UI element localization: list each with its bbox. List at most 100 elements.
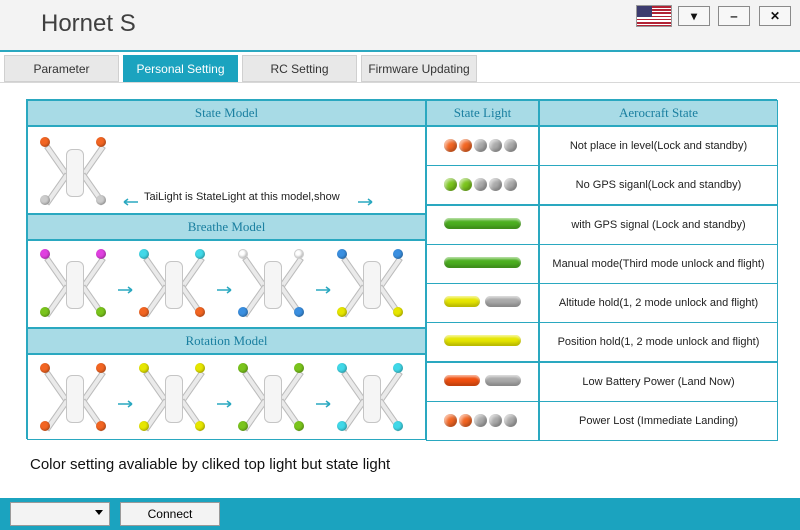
drone-image[interactable] (238, 249, 308, 321)
drone-led[interactable] (337, 307, 347, 317)
drone-led[interactable] (40, 307, 50, 317)
drone-led[interactable] (195, 307, 205, 317)
drone-led[interactable] (40, 195, 50, 205)
state-light[interactable] (444, 374, 521, 386)
arrow-right-icon (316, 281, 332, 294)
arrow-right-icon (217, 281, 233, 294)
minimize-button[interactable]: ‒ (718, 6, 750, 26)
drone-led[interactable] (294, 307, 304, 317)
tab-parameter[interactable]: Parameter (4, 55, 119, 82)
aerocraft-state-cell: with GPS signal (Lock and standby) (539, 204, 778, 245)
arrow-right-icon (316, 395, 332, 408)
state-light[interactable] (444, 256, 521, 268)
light-bar (485, 374, 521, 386)
state-light-cell (426, 243, 539, 284)
close-button[interactable]: ✕ (759, 6, 791, 26)
connect-button[interactable]: Connect (120, 502, 220, 526)
drone-led[interactable] (40, 249, 50, 259)
drone-led[interactable] (96, 363, 106, 373)
drone-led[interactable] (393, 249, 403, 259)
drone-led[interactable] (238, 421, 248, 431)
port-select[interactable] (10, 502, 110, 526)
drone-led[interactable] (294, 249, 304, 259)
drone-image[interactable] (337, 249, 407, 321)
us-flag-icon[interactable] (636, 5, 672, 27)
aerocraft-state-cell: Power Lost (Immediate Landing) (539, 400, 778, 441)
drone-image[interactable] (40, 249, 110, 321)
tab-rc-setting[interactable]: RC Setting (242, 55, 357, 82)
state-light[interactable] (444, 217, 521, 229)
drone-led[interactable] (238, 363, 248, 373)
state-light-cell (426, 126, 539, 166)
drone-led[interactable] (337, 249, 347, 259)
drone-led[interactable] (96, 137, 106, 147)
light-dot (474, 413, 487, 427)
drone-led[interactable] (40, 137, 50, 147)
aerocraft-state-text: Not place in level(Lock and standby) (569, 140, 748, 152)
drone-led[interactable] (337, 363, 347, 373)
drone-image[interactable] (139, 249, 209, 321)
aerocraft-state-text: Altitude hold(1, 2 mode unlock and fligh… (558, 297, 759, 309)
light-bar (444, 374, 480, 386)
drone-image[interactable] (238, 363, 308, 435)
drone-led[interactable] (393, 363, 403, 373)
drone-led[interactable] (393, 307, 403, 317)
aerocraft-state-cell: Manual mode(Third mode unlock and flight… (539, 243, 778, 284)
light-bar (485, 296, 521, 307)
drone-state-image[interactable] (40, 137, 110, 209)
drone-body (66, 375, 84, 423)
state-light-cell (426, 283, 539, 323)
drone-led[interactable] (238, 307, 248, 317)
tab-firmware-updating[interactable]: Firmware Updating (361, 55, 477, 82)
header-state-light: State Light (426, 100, 539, 126)
state-light-cell (426, 361, 539, 402)
drone-led[interactable] (40, 421, 50, 431)
light-bar (444, 296, 480, 307)
color-setting-note: Color setting avaliable by cliked top li… (30, 456, 391, 473)
drone-led[interactable] (96, 421, 106, 431)
drone-led[interactable] (139, 307, 149, 317)
drone-led[interactable] (238, 249, 248, 259)
drone-led[interactable] (40, 363, 50, 373)
drone-led[interactable] (139, 249, 149, 259)
aerocraft-state-cell: Altitude hold(1, 2 mode unlock and fligh… (539, 283, 778, 323)
light-dot (504, 139, 517, 152)
state-light[interactable] (444, 296, 521, 307)
drone-led[interactable] (294, 363, 304, 373)
drone-led[interactable] (337, 421, 347, 431)
aerocraft-state-text: Power Lost (Immediate Landing) (579, 414, 738, 427)
rotation-model-header: Rotation Model (27, 328, 426, 354)
drone-led[interactable] (195, 421, 205, 431)
bottom-bar: Connect (0, 498, 800, 530)
drone-body (66, 149, 84, 197)
drone-led[interactable] (139, 421, 149, 431)
state-light[interactable] (444, 178, 519, 192)
tab-personal-setting[interactable]: Personal Setting (123, 55, 238, 82)
drone-led[interactable] (96, 249, 106, 259)
arrow-right-icon (118, 395, 134, 408)
chevron-down-icon (95, 510, 103, 515)
drone-led[interactable] (96, 195, 106, 205)
light-bar (444, 335, 521, 347)
drone-body (264, 261, 282, 309)
drone-led[interactable] (195, 363, 205, 373)
light-bar (444, 256, 521, 268)
light-dot (459, 139, 472, 152)
state-light[interactable] (444, 413, 519, 427)
aerocraft-state-cell: Not place in level(Lock and standby) (539, 126, 778, 166)
drone-image[interactable] (337, 363, 407, 435)
state-light[interactable] (444, 335, 521, 347)
drone-image[interactable] (139, 363, 209, 435)
aerocraft-state-text: with GPS signal (Lock and standby) (571, 218, 746, 231)
drone-led[interactable] (195, 249, 205, 259)
light-state-table: State Model State Light Aerocraft State … (26, 99, 778, 441)
drone-image[interactable] (40, 363, 110, 435)
dropdown-button[interactable]: ▾ (678, 6, 710, 26)
state-light[interactable] (444, 139, 519, 152)
drone-led[interactable] (393, 421, 403, 431)
drone-led[interactable] (294, 421, 304, 431)
drone-led[interactable] (139, 363, 149, 373)
personal-setting-panel: State Model State Light Aerocraft State … (0, 82, 800, 498)
drone-led[interactable] (96, 307, 106, 317)
aerocraft-state-cell: No GPS siganl(Lock and standby) (539, 165, 778, 206)
